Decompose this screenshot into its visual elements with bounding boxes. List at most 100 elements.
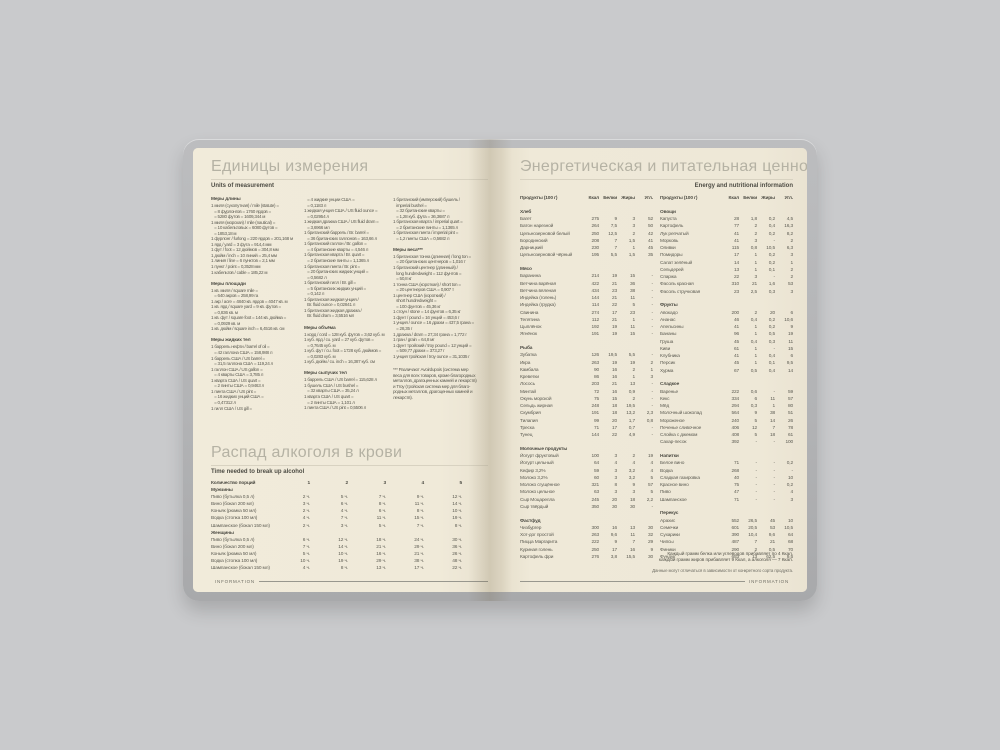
nutrition-row: Скумбрия 191 18 13,2 2,3 — [520, 410, 653, 417]
alcohol-value-cell: 7 ч. — [378, 495, 386, 501]
nutrition-value-cell: 100 — [591, 454, 599, 459]
nutrition-row: Кекс 334 6 11 57 — [660, 396, 793, 403]
measure-line: long hundredweight = 112 фунтов = — [393, 270, 462, 276]
nutrition-row: Минтай 72 16 0,9 - — [520, 389, 653, 396]
alcohol-header-label: Количество порций — [211, 481, 256, 486]
nutrition-value-cell: 0,5 — [768, 332, 775, 338]
measure-line: 1 пинта США / US pint = 0,5506 л — [304, 405, 367, 411]
nutrition-value-cell: 20,5 — [748, 525, 757, 531]
nutrition-product-label: Капуста — [660, 217, 677, 222]
nutrition-row: Дарницкий 230 7 1 45 — [520, 245, 653, 252]
nutrition-value-cell: 0,4 — [750, 339, 757, 345]
nutrition-value-cell: - — [651, 332, 654, 338]
nutrition-product-label: Камбала — [520, 367, 539, 373]
alcohol-value-cell: 8 ч. — [454, 523, 462, 529]
alcohol-drink-label: Вино (бокал 200 мл) — [211, 544, 254, 550]
nutrition-row: Киви 61 1 - 15 — [660, 346, 793, 353]
nutrition-value-cell: - — [651, 396, 654, 402]
nutrition-row: Чизбургер 300 16 13 30 — [520, 525, 653, 532]
page-units-of-measurement: Единицы измерения Units of measurement М… — [193, 148, 500, 592]
nutrition-product-label: Баранина — [520, 274, 541, 280]
nutrition-value-cell: 14 — [733, 260, 739, 266]
nutrition-value-cell: 14 — [787, 368, 793, 374]
nutrition-value-cell: 70 — [787, 547, 793, 553]
nutrition-product-label: Пицца Маргарита — [520, 540, 558, 546]
nutrition-value-cell: 38 — [769, 411, 775, 417]
nutrition-product-label: Ветчина вяленая — [520, 288, 556, 294]
nutrition-value-cell: 115 — [731, 246, 739, 251]
nutrition-value-cell: - — [651, 281, 654, 287]
nutrition-value-cell: - — [755, 483, 758, 488]
alcohol-section: Распад алкоголя в крови Time needed to b… — [211, 444, 488, 572]
nutrition-value-cell: 1 — [754, 253, 757, 259]
nutrition-value-cell: 11 — [770, 396, 775, 402]
nutrition-row: Печенье сливочное 406 12 7 78 — [660, 425, 793, 432]
nutrition-value-cell: 6 — [754, 396, 757, 402]
nutrition-value-cell: 2 — [632, 367, 635, 373]
nutrition-value-cell: 35 — [647, 253, 653, 259]
nutrition-value-cell: - — [651, 382, 654, 388]
nutrition-value-cell: 3 — [754, 238, 757, 244]
alcohol-value-cell: 3 ч. — [340, 523, 348, 529]
measure-line: 1 кабельтов / cable = 185,22 м — [211, 269, 268, 275]
nutrition-value-cell: 100 — [785, 440, 793, 446]
nutrition-value-cell: 263 — [591, 360, 599, 366]
measure-heading: Меры площади — [211, 281, 246, 287]
measure-line: 1 британский центнер (длинный) / — [393, 264, 458, 270]
measure-line: = 28,35 г — [393, 325, 413, 331]
nutrition-row: Лук репчатый 41 2 0,2 8,2 — [660, 231, 793, 238]
nutrition-value-cell: 7,5 — [610, 224, 617, 230]
nutrition-value-cell: 7 — [772, 425, 775, 431]
nutrition-value-cell: 0,1 — [768, 361, 775, 367]
nutrition-row: Чипсы 487 7 21 68 — [660, 539, 793, 546]
nutrition-value-cell: 5 — [754, 418, 757, 424]
measure-line: 1 кварта США / US quart = — [304, 393, 354, 399]
nutrition-value-cell: 9,5 — [786, 361, 793, 367]
measure-lines: 1 баррель нефти / barrel of oil = = 42 г… — [211, 344, 301, 411]
nutrition-row: Треска 71 17 0,7 - — [520, 425, 653, 432]
measure-line: 1 кв. миля / square mile = — [211, 287, 258, 293]
alcohol-row: Шампанское (бокал 150 мл) 2 ч. 3 ч. 5 ч. 7 ч… — [211, 523, 488, 530]
measure-line: 1 унция тройская / troy ounce = 31,1035 … — [393, 353, 470, 359]
nutrition-value-cell: 38 — [629, 288, 635, 294]
measure-line: = 16 жидких унций США = — [211, 394, 264, 400]
nutrition-value-cell: 13 — [629, 382, 635, 388]
nutrition-value-cell: 0,5 — [750, 368, 757, 374]
measure-line: = 0,836 кв. м — [211, 309, 238, 315]
nutrition-value-cell: 290 — [731, 547, 739, 553]
measure-line: 1 британская жидкая драхма / — [304, 307, 362, 313]
nutrition-value-cell: 275 — [591, 217, 599, 222]
alcohol-drink-label: Коньяк (рюмка 50 мл) — [211, 509, 257, 515]
measure-heading: Меры жидких тел — [211, 338, 251, 344]
nutrition-value-cell: 12 — [751, 425, 757, 431]
nutrition-value-cell: 2 — [632, 454, 635, 459]
nutrition-row: Семечки 601 20,5 53 10,5 — [660, 525, 793, 532]
nutrition-value-cell: 1 — [754, 332, 757, 338]
measures-columns: Меры длины 1 миля (сухопутная) / mile (st… — [211, 197, 488, 435]
nutrition-product-label: Апельсины — [660, 325, 684, 330]
nutrition-row: Цыплёнок 192 19 11 - — [520, 324, 653, 331]
footnote-line: Каждый грамм белка или углеводов прибавл… — [667, 551, 793, 557]
nutrition-value-cell: - — [773, 475, 776, 481]
nutrition-product-label: Оливки — [660, 246, 676, 251]
alcohol-value-cell: 5 ч. — [302, 551, 310, 557]
nutrition-value-cell: 487 — [731, 540, 739, 546]
nutrition-value-cell: 17 — [733, 253, 739, 259]
nutrition-product-label: Ветчина варёная — [520, 281, 556, 287]
nutrition-value-cell: 10,5 — [784, 525, 793, 531]
nutrition-value-cell: 9 — [632, 483, 635, 488]
nutrition-row: Тунец 144 22 4,9 - — [520, 432, 653, 439]
measure-footnote: *** Различают Avoirdupois (система мер ве… — [393, 367, 488, 400]
nutrition-tables: Продукты (100 г) Ккал Белки Жиры Угл. Хлеб Баг… — [520, 195, 793, 561]
measure-line: 1 унция / ounce = 16 драхм = 437,5 грана… — [393, 320, 474, 326]
nutrition-row: Батон нарезной 264 7,5 3 50 — [520, 223, 653, 230]
nutrition-value-cell: 96 — [733, 332, 739, 338]
nutrition-value-cell: 60 — [593, 475, 599, 481]
nutrition-row: Ветчина вяленая 434 23 38 - — [520, 288, 653, 295]
alcohol-value-cell: 8 ч. — [378, 502, 386, 508]
nutrition-value-cell: - — [773, 389, 776, 395]
nutrition-value-cell: 3 — [754, 275, 757, 280]
nutrition-product-label: Красное вино — [660, 483, 689, 488]
nutrition-value-cell: 90 — [593, 367, 599, 373]
